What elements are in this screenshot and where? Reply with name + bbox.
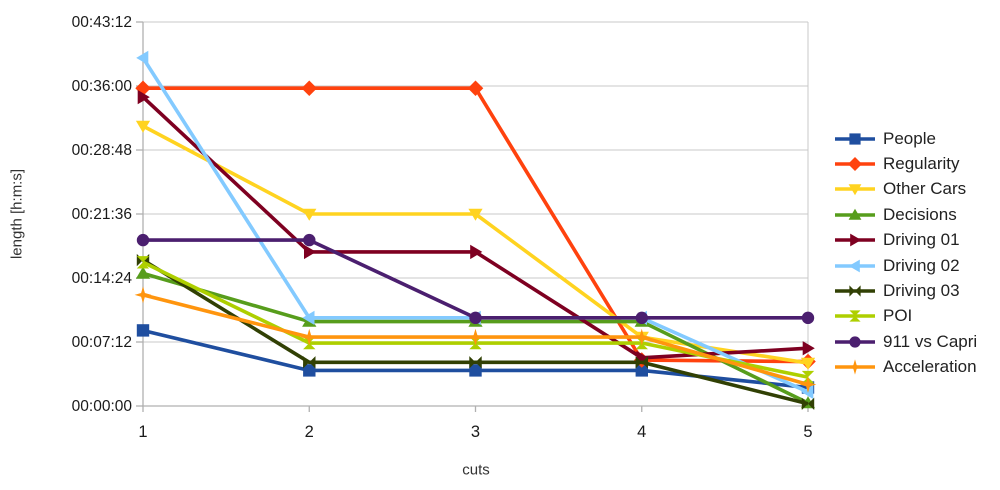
- y-tick-label: 00:43:12: [72, 14, 132, 31]
- arrow-down-marker-icon: [835, 184, 875, 196]
- arrow-right-marker-icon: [304, 244, 317, 260]
- arrow-left-marker-icon: [801, 384, 814, 400]
- legend-item-driving-03: Driving 03: [834, 278, 977, 303]
- circle-marker-icon: [635, 311, 648, 325]
- arrow-left-marker-icon: [835, 259, 875, 273]
- sandglass-marker-icon: [635, 336, 648, 350]
- square-marker-icon: [469, 364, 482, 377]
- series-line-other-cars: [142, 124, 809, 365]
- circle-marker-icon: [835, 336, 875, 348]
- legend-label-other-cars: Other Cars: [883, 179, 967, 199]
- diamond-marker-icon: [467, 80, 484, 96]
- circle-marker-icon: [801, 311, 815, 325]
- bowtie-marker-icon: [635, 356, 648, 369]
- y-tick-label: 00:07:12: [72, 334, 132, 351]
- x-axis-title: cuts: [462, 461, 490, 479]
- sandglass-marker-icon: [136, 256, 150, 269]
- circle-marker-icon: [469, 311, 482, 325]
- x-tick-label: 2: [305, 423, 314, 441]
- arrow-down-marker-icon: [800, 357, 816, 370]
- square-marker-icon: [303, 364, 316, 377]
- bowtie-marker-icon: [835, 285, 875, 297]
- legend-item-911-vs-capri: 911 vs Capri: [834, 329, 977, 354]
- star-marker-icon: [835, 359, 875, 375]
- circle-marker-icon: [136, 233, 150, 247]
- legend-label-people: People: [883, 128, 936, 148]
- arrow-left-marker-icon: [302, 310, 315, 325]
- y-tick-label: 00:36:00: [72, 78, 133, 95]
- legend-item-poi: POI: [834, 304, 977, 329]
- square-marker-icon: [835, 133, 875, 145]
- x-tick-label: 5: [803, 423, 812, 441]
- legend-item-acceleration: Acceleration: [834, 355, 977, 380]
- legend-label-decisions: Decisions: [883, 204, 957, 224]
- arrow-right-marker-icon: [470, 244, 483, 260]
- y-tick-label: 00:14:24: [72, 270, 133, 287]
- x-tick-label: 1: [138, 423, 147, 441]
- legend-item-other-cars: Other Cars: [834, 177, 977, 202]
- y-tick-label: 00:00:00: [72, 398, 133, 415]
- legend-label-driving-03: Driving 03: [883, 281, 960, 301]
- legend-item-driving-02: Driving 02: [834, 253, 977, 278]
- y-tick-label: 00:28:48: [72, 142, 132, 159]
- diamond-marker-icon: [835, 157, 875, 172]
- bowtie-marker-icon: [801, 397, 815, 410]
- arrow-right-marker-icon: [802, 341, 815, 356]
- arrow-up-marker-icon: [135, 266, 151, 279]
- legend-item-people: People: [834, 126, 977, 151]
- arrow-down-marker-icon: [302, 208, 317, 221]
- x-tick-label: 3: [471, 423, 480, 441]
- arrow-right-marker-icon: [835, 233, 875, 247]
- diamond-marker-icon: [301, 80, 317, 96]
- circle-marker-icon: [303, 233, 316, 247]
- y-tick-label: 00:21:36: [72, 206, 132, 223]
- legend-item-regularity: Regularity: [834, 151, 977, 176]
- legend: People Regularity Other Cars Decisions Drivi…: [834, 126, 977, 380]
- square-marker-icon: [635, 364, 648, 377]
- legend-label-poi: POI: [883, 306, 913, 326]
- legend-label-911-vs-capri: 911 vs Capri: [883, 331, 978, 351]
- legend-label-driving-02: Driving 02: [883, 255, 960, 275]
- legend-item-decisions: Decisions: [834, 202, 977, 227]
- sandglass-marker-icon: [303, 336, 316, 350]
- x-tick-label: 4: [637, 423, 646, 441]
- square-marker-icon: [136, 324, 150, 337]
- arrow-up-marker-icon: [835, 208, 875, 220]
- arrow-down-marker-icon: [468, 208, 483, 221]
- bowtie-marker-icon: [469, 356, 482, 369]
- sandglass-marker-icon: [835, 310, 875, 323]
- legend-item-driving-01: Driving 01: [834, 228, 977, 253]
- arrow-right-marker-icon: [137, 90, 150, 105]
- star-marker-icon: [799, 376, 817, 393]
- bowtie-marker-icon: [303, 356, 316, 369]
- star-marker-icon: [467, 328, 484, 346]
- star-marker-icon: [633, 328, 651, 346]
- arrow-left-marker-icon: [136, 50, 149, 65]
- y-axis-title: length [h:m:s]: [8, 168, 26, 260]
- legend-label-driving-01: Driving 01: [883, 230, 960, 250]
- legend-label-acceleration: Acceleration: [883, 357, 977, 377]
- arrow-down-marker-icon: [135, 120, 151, 133]
- star-marker-icon: [300, 328, 318, 346]
- star-marker-icon: [134, 286, 152, 304]
- legend-label-regularity: Regularity: [883, 154, 960, 174]
